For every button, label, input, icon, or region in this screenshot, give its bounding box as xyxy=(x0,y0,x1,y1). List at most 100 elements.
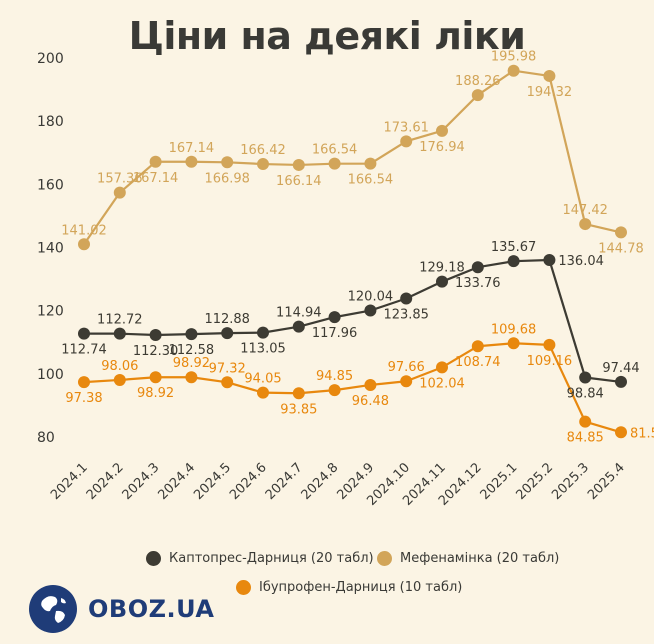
y-tick-label: 180 xyxy=(37,114,64,130)
data-label: 96.48 xyxy=(352,394,389,409)
data-label: 98.92 xyxy=(137,386,174,401)
x-tick-label: 2024.8 xyxy=(299,460,342,503)
data-label: 98.92 xyxy=(173,356,210,371)
data-label: 112.58 xyxy=(169,343,215,358)
data-point xyxy=(149,371,162,384)
legend-item-mefenaminka: Мефенамінка (20 табл) xyxy=(377,551,559,566)
data-point xyxy=(149,328,162,341)
y-tick-label: 80 xyxy=(37,430,55,446)
data-point xyxy=(185,155,198,168)
y-tick-label: 120 xyxy=(37,304,64,320)
data-label: 98.84 xyxy=(567,386,604,401)
data-point xyxy=(507,255,520,268)
data-point xyxy=(400,135,413,148)
series-line xyxy=(83,258,622,384)
x-tick-label: 2024.7 xyxy=(263,460,306,503)
legend-swatch-kaptopres xyxy=(146,551,161,566)
data-point xyxy=(364,378,377,391)
x-tick-label: 2024.1 xyxy=(48,460,91,503)
data-point xyxy=(543,254,556,267)
data-label: 109.68 xyxy=(491,322,537,337)
data-label: 112.72 xyxy=(97,313,143,328)
data-point xyxy=(400,375,413,388)
data-point xyxy=(400,292,413,305)
x-tick-label: 2024.6 xyxy=(227,460,270,503)
data-point xyxy=(543,338,556,351)
data-point xyxy=(257,386,269,399)
data-point xyxy=(78,238,90,251)
data-point xyxy=(113,186,126,199)
brand-logo: OBOZ.UA xyxy=(28,584,214,634)
data-label: 81.5 xyxy=(630,426,654,441)
data-point xyxy=(221,156,234,169)
x-tick-label: 2025.2 xyxy=(513,460,556,503)
legend-swatch-mefenaminka xyxy=(377,551,392,566)
data-label: 97.66 xyxy=(388,360,425,375)
legend-label-kaptopres: Каптопрес-Дарниця (20 табл) xyxy=(169,551,374,566)
data-label: 117.96 xyxy=(312,326,358,341)
data-point xyxy=(364,157,377,170)
data-label: 109.16 xyxy=(527,354,573,369)
data-label: 112.74 xyxy=(61,343,107,358)
data-label: 166.98 xyxy=(204,171,250,186)
data-label: 120.04 xyxy=(348,290,394,305)
data-label: 176.94 xyxy=(419,140,465,155)
data-point xyxy=(328,157,341,170)
data-label: 84.85 xyxy=(567,431,604,446)
data-label: 112.88 xyxy=(204,312,250,327)
data-label: 166.54 xyxy=(348,173,394,188)
series-line xyxy=(83,342,622,434)
legend-item-kaptopres: Каптопрес-Дарниця (20 табл) xyxy=(146,551,374,566)
data-point xyxy=(113,327,126,340)
globe-icon xyxy=(29,585,77,633)
x-tick-label: 2024.3 xyxy=(120,460,163,503)
y-tick-label: 160 xyxy=(37,177,64,193)
x-tick-label: 2025.3 xyxy=(549,460,592,503)
data-point xyxy=(221,376,234,389)
data-label: 97.44 xyxy=(602,361,639,376)
data-label: 97.32 xyxy=(209,361,246,376)
data-point xyxy=(364,304,377,317)
data-point xyxy=(579,371,592,384)
data-point xyxy=(292,158,305,171)
data-point xyxy=(471,340,484,353)
data-label: 108.74 xyxy=(455,355,501,370)
data-point xyxy=(579,218,592,231)
data-point xyxy=(543,69,556,82)
brand-name: OBOZ.UA xyxy=(88,595,215,623)
x-tick-label: 2025.1 xyxy=(478,460,521,503)
data-point xyxy=(78,376,90,389)
data-point xyxy=(328,311,341,324)
data-label: 188.26 xyxy=(455,74,501,89)
data-point xyxy=(436,275,448,288)
data-point xyxy=(615,375,627,388)
legend-item-ibuprofen: Ібупрофен-Дарниця (10 табл) xyxy=(236,580,462,595)
data-point xyxy=(436,124,448,137)
data-label: 94.85 xyxy=(316,369,353,384)
data-label: 94.05 xyxy=(244,372,281,387)
data-point xyxy=(328,384,341,397)
data-point xyxy=(579,415,592,428)
chart-title: Ціни на деякі ліки xyxy=(128,14,526,58)
data-label: 194.32 xyxy=(527,85,573,100)
y-tick-label: 140 xyxy=(37,241,64,257)
data-point xyxy=(292,320,305,333)
data-point xyxy=(257,158,269,171)
x-tick-label: 2024.5 xyxy=(191,460,234,503)
data-point xyxy=(615,426,627,439)
data-label: 123.85 xyxy=(383,308,429,323)
data-point xyxy=(471,261,484,274)
data-point xyxy=(292,387,305,400)
data-label: 114.94 xyxy=(276,306,322,321)
data-label: 98.06 xyxy=(101,359,138,374)
data-label: 97.38 xyxy=(65,391,102,406)
data-label: 167.14 xyxy=(169,141,215,156)
data-label: 144.78 xyxy=(598,241,644,256)
data-point xyxy=(471,89,484,102)
legend-swatch-ibuprofen xyxy=(236,580,251,595)
y-tick-label: 200 xyxy=(37,51,64,67)
data-point xyxy=(257,326,269,339)
data-point xyxy=(185,371,198,384)
